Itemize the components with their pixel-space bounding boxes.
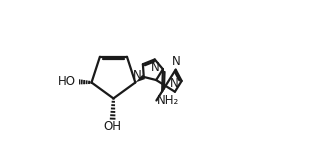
Text: N: N xyxy=(151,61,160,74)
Text: N: N xyxy=(172,55,181,68)
Text: N: N xyxy=(133,69,142,82)
Polygon shape xyxy=(135,75,145,83)
Text: NH₂: NH₂ xyxy=(157,94,180,107)
Text: HO: HO xyxy=(58,75,76,88)
Text: OH: OH xyxy=(104,120,122,133)
Text: N: N xyxy=(170,78,178,90)
